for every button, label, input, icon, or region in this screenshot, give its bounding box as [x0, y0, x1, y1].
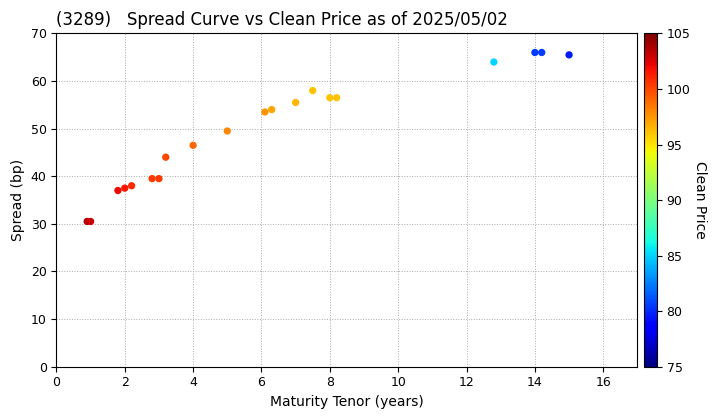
- Point: [259, 109, 271, 116]
- Point: [126, 182, 138, 189]
- Point: [146, 175, 158, 182]
- Point: [536, 49, 547, 56]
- Point: [160, 154, 171, 160]
- Y-axis label: Spread (bp): Spread (bp): [11, 159, 25, 241]
- Point: [85, 218, 96, 225]
- Point: [488, 59, 500, 66]
- Y-axis label: Clean Price: Clean Price: [693, 161, 707, 239]
- Point: [222, 128, 233, 134]
- Point: [290, 99, 302, 106]
- Point: [119, 185, 130, 192]
- Point: [563, 52, 575, 58]
- X-axis label: Maturity Tenor (years): Maturity Tenor (years): [270, 395, 424, 409]
- Point: [529, 49, 541, 56]
- Point: [307, 87, 318, 94]
- Point: [187, 142, 199, 149]
- Text: (3289)   Spread Curve vs Clean Price as of 2025/05/02: (3289) Spread Curve vs Clean Price as of…: [56, 11, 508, 29]
- Point: [112, 187, 124, 194]
- Point: [81, 218, 93, 225]
- Point: [331, 94, 343, 101]
- Point: [266, 106, 277, 113]
- Point: [153, 175, 165, 182]
- Point: [324, 94, 336, 101]
